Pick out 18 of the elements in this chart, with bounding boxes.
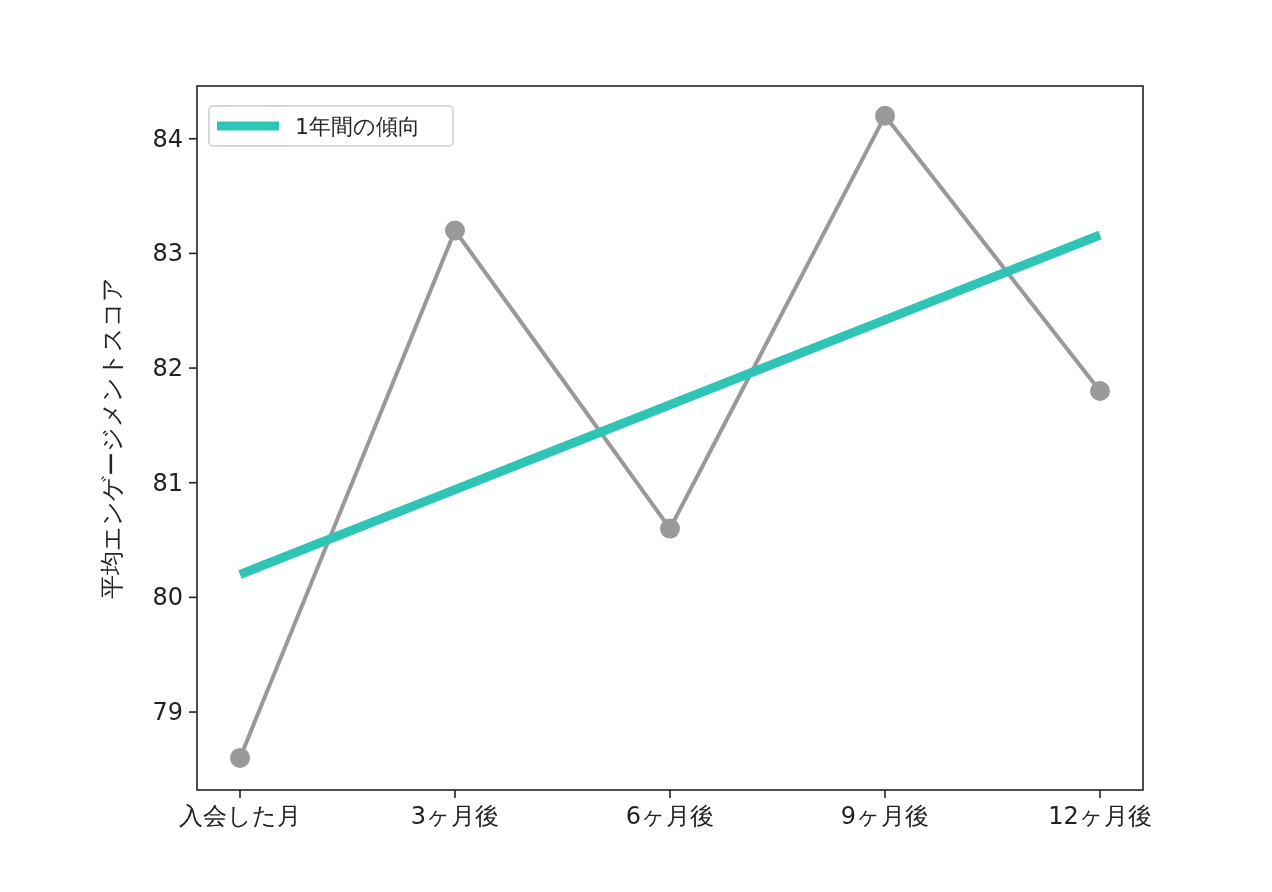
point [445,220,465,241]
x-tick-label: 6ヶ月後 [625,802,715,830]
point [1090,380,1110,401]
y-tick-label: 81 [152,468,183,497]
y-tick-label: 82 [152,354,183,383]
point [660,518,680,539]
x-tick-label: 3ヶ月後 [410,802,500,830]
legend-label: 1年間の傾向 [295,113,420,139]
x-tick-label: 入会した月 [179,802,301,830]
y-axis-title: 平均エンゲージメントスコア [98,277,126,599]
y-tick-label: 84 [152,124,183,153]
x-tick-label: 9ヶ月後 [840,802,930,830]
point [230,747,250,768]
y-tick-label: 79 [152,698,183,727]
point [875,105,895,126]
y-tick-label: 80 [152,583,183,612]
x-tick-label: 12ヶ月後 [1048,802,1152,830]
y-tick-label: 83 [152,239,183,268]
